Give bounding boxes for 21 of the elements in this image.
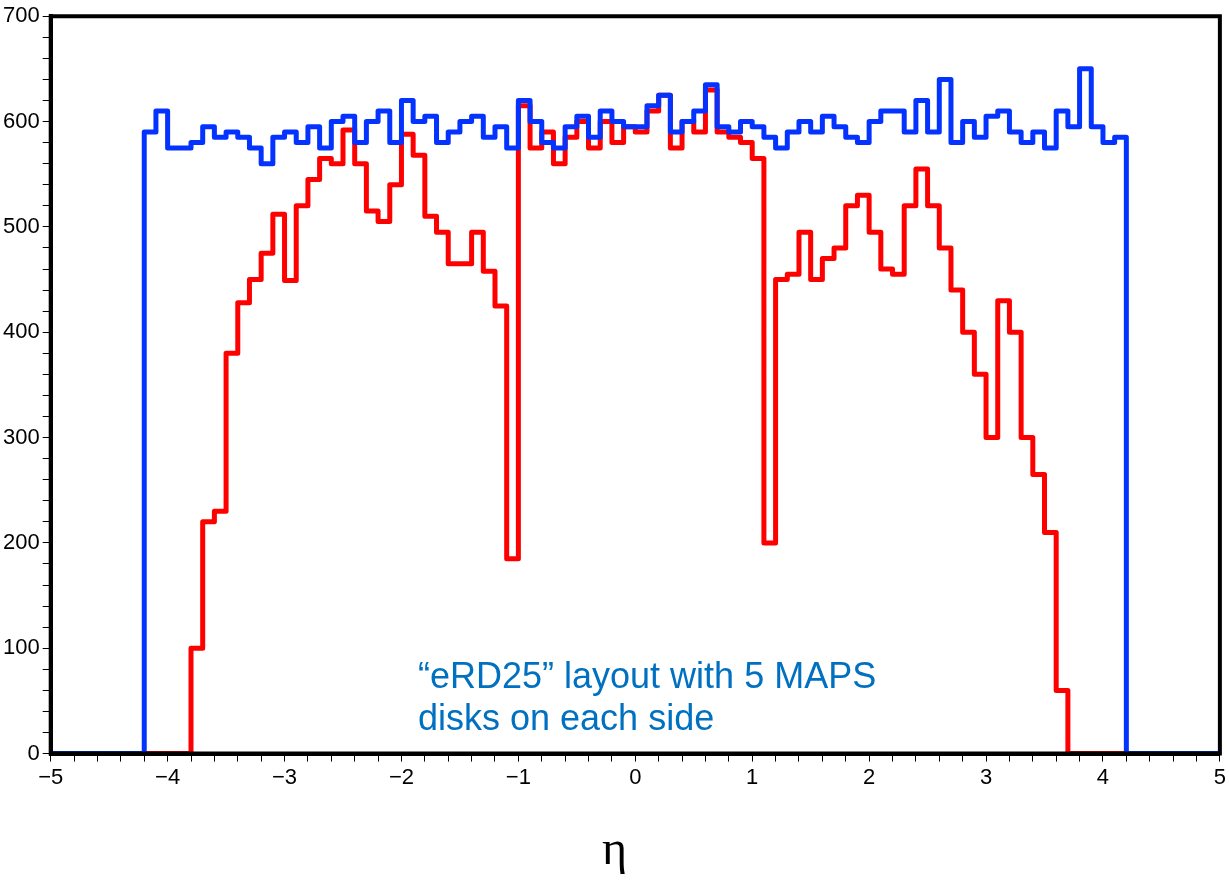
x-tick-label: −1: [505, 763, 531, 789]
x-tick-label: 2: [863, 763, 876, 789]
x-tick-label: 1: [746, 763, 759, 789]
y-tick-label: 500: [2, 212, 40, 238]
x-tick-label: −3: [271, 763, 298, 789]
y-tick-label: 200: [2, 528, 40, 554]
x-tick-label: −5: [38, 763, 64, 789]
y-tick-label: 0: [27, 739, 40, 765]
x-tick-label: 4: [1096, 763, 1110, 789]
x-tick-label: −2: [388, 763, 415, 789]
y-tick-label: 700: [2, 2, 40, 28]
y-tick-label: 400: [2, 318, 40, 344]
y-tick-label: 100: [2, 634, 40, 660]
y-tick-label: 600: [2, 107, 40, 133]
x-tick-label: 3: [979, 763, 993, 789]
y-tick-label: 300: [2, 423, 40, 449]
annotation: “eRD25” layout with 5 MAPS disks on each side: [418, 655, 878, 739]
x-tick-label: 0: [629, 763, 642, 789]
x-tick-label: 5: [1213, 763, 1227, 789]
x-axis-title: η: [600, 820, 629, 875]
x-tick-label: −4: [155, 763, 181, 789]
